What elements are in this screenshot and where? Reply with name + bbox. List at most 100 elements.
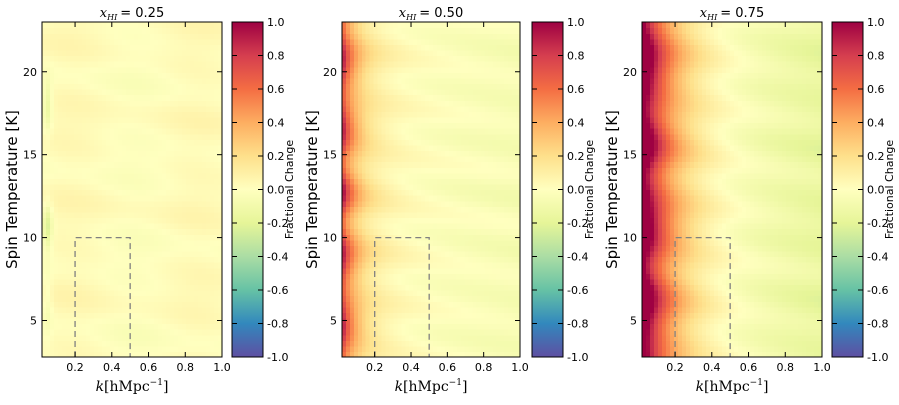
heatmap-cell (345, 156, 351, 163)
heatmap-cell (50, 340, 55, 347)
heatmap-cell (452, 167, 458, 174)
heatmap-cell (460, 61, 466, 68)
heatmap-cell (78, 340, 83, 347)
heatmap-cell (210, 323, 215, 330)
heatmap-cell (476, 66, 482, 73)
heatmap-cell (122, 139, 127, 146)
heatmap-cell (389, 206, 395, 213)
heatmap-cell (210, 262, 215, 269)
heatmap-cell (456, 323, 462, 330)
heatmap-cell (385, 89, 391, 96)
heatmap-cell (377, 144, 383, 152)
heatmap-cell (393, 128, 398, 135)
heatmap-cell (448, 156, 454, 163)
heatmap-cell (353, 345, 359, 353)
heatmap-cell (202, 278, 207, 286)
heatmap-cell (373, 245, 379, 252)
heatmap-cell (154, 329, 159, 336)
heatmap-cell (381, 83, 387, 90)
heatmap-cell (440, 105, 446, 112)
heatmap-cell (353, 250, 359, 258)
heatmap-cell (413, 150, 418, 157)
heatmap-cell (452, 139, 458, 146)
heatmap-cell (345, 61, 351, 68)
heatmap-cell (54, 178, 59, 185)
heatmap-cell (166, 33, 171, 40)
heatmap-cell (210, 317, 215, 325)
heatmap-cell (484, 295, 489, 302)
heatmap-cell (206, 189, 211, 196)
heatmap-cell (409, 200, 414, 207)
heatmap-cell (42, 156, 47, 163)
heatmap-cell (122, 77, 127, 85)
heatmap-cell (42, 22, 47, 29)
heatmap-cell (456, 89, 462, 96)
heatmap-cell (417, 116, 422, 124)
heatmap-cell (377, 189, 383, 196)
heatmap-cell (342, 295, 347, 302)
heatmap-cell (186, 323, 191, 330)
heatmap-cell (393, 206, 398, 213)
heatmap-cell (353, 66, 359, 73)
heatmap-cell (456, 38, 462, 45)
heatmap-cell (130, 150, 135, 157)
heatmap-cell (361, 172, 367, 179)
heatmap-cell (365, 100, 371, 107)
heatmap-cell (401, 22, 406, 29)
heatmap-cell (58, 284, 63, 291)
heatmap-cell (66, 89, 71, 96)
heatmap-cell (401, 183, 406, 191)
heatmap-cell (90, 27, 95, 34)
heatmap-cell (158, 44, 163, 51)
heatmap-cell (476, 38, 482, 45)
heatmap-cell (170, 329, 175, 336)
heatmap-cell (74, 189, 79, 196)
heatmap-cell (138, 206, 143, 213)
heatmap-cell (353, 329, 359, 336)
heatmap-cell (440, 128, 446, 135)
heatmap-cell (429, 27, 434, 34)
heatmap-cell (86, 172, 91, 179)
heatmap-cell (381, 223, 387, 230)
heatmap-cell (342, 183, 347, 191)
heatmap-cell (162, 206, 167, 213)
heatmap-cell (130, 228, 135, 235)
heatmap-cell (146, 183, 151, 191)
heatmap-cell (405, 66, 410, 73)
heatmap-cell (182, 273, 187, 280)
heatmap-cell (150, 183, 155, 191)
heatmap-cell (198, 178, 203, 185)
heatmap-cell (460, 72, 466, 79)
heatmap-cell (166, 217, 171, 224)
heatmap-cell (421, 144, 426, 152)
heatmap-cell (122, 262, 127, 269)
heatmap-cell (210, 290, 215, 297)
heatmap-cell (206, 49, 211, 57)
heatmap-cell (42, 38, 47, 45)
heatmap-cell (146, 178, 151, 185)
heatmap-cell (214, 284, 219, 291)
heatmap-cell (397, 345, 402, 353)
heatmap-cell (409, 312, 414, 319)
heatmap-cell (361, 77, 367, 85)
heatmap-cell (50, 33, 55, 40)
heatmap-cell (50, 144, 55, 152)
heatmap-cell (178, 239, 183, 246)
heatmap-cell (194, 133, 199, 140)
heatmap-cell (102, 290, 107, 297)
heatmap-cell (472, 172, 478, 179)
heatmap-cell (194, 317, 199, 325)
heatmap-cell (94, 61, 99, 68)
heatmap-cell (432, 267, 438, 274)
heatmap-cell (389, 38, 395, 45)
heatmap-cell (214, 122, 219, 129)
heatmap-cell (409, 89, 414, 96)
heatmap-cell (357, 250, 363, 258)
heatmap-cell (365, 250, 371, 258)
heatmap-cell (166, 345, 171, 353)
heatmap-cell (206, 100, 211, 107)
heatmap-cell (413, 38, 418, 45)
heatmap-cell (186, 301, 191, 308)
heatmap-cell (464, 223, 470, 230)
heatmap-cell (472, 100, 478, 107)
